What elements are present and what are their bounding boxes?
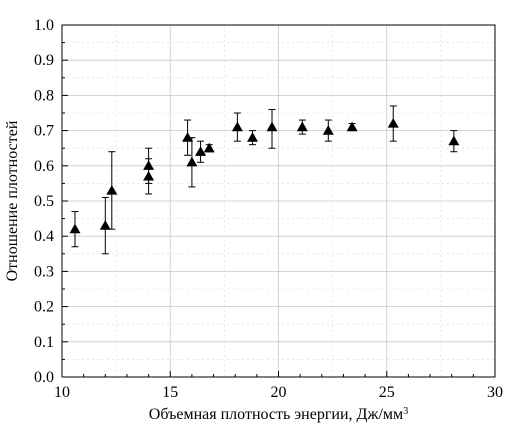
data-points <box>69 118 460 234</box>
y-tick-label: 0.4 <box>34 228 54 245</box>
y-tick-labels: 0.0 0.1 0.2 0.3 0.4 0.5 0.6 0.7 0.8 0.9 1.0 <box>34 17 54 386</box>
triangle-marker <box>195 146 207 156</box>
y-tick-label: 0.9 <box>34 52 54 69</box>
x-axis-label: Объемная плотность энергии, Дж/мм3 <box>149 406 408 424</box>
triangle-marker <box>69 223 81 234</box>
triangle-marker <box>448 135 460 146</box>
x-tick-label: 25 <box>379 384 395 401</box>
triangle-marker <box>346 121 358 132</box>
triangle-marker <box>186 156 198 167</box>
triangle-marker <box>106 184 118 195</box>
x-tick-label: 20 <box>271 384 287 401</box>
y-axis-label: Отношение плотностей <box>4 120 21 281</box>
x-axis-label-superscript: 3 <box>403 406 408 417</box>
x-tick-labels: 10 15 20 25 30 <box>54 384 503 401</box>
y-tick-label: 1.0 <box>34 17 54 34</box>
grid <box>62 25 495 377</box>
y-tick-label: 0.5 <box>34 193 54 210</box>
triangle-marker <box>247 132 259 142</box>
axis-ticks <box>61 24 496 378</box>
y-tick-label: 0.1 <box>34 334 54 351</box>
triangle-marker <box>322 125 334 135</box>
y-tick-label: 0.3 <box>34 263 54 280</box>
x-axis-label-text: Объемная плотность энергии, Дж/мм <box>149 406 403 423</box>
triangle-marker <box>203 142 215 153</box>
y-tick-label: 0.8 <box>34 87 54 104</box>
x-tick-label: 15 <box>162 384 178 401</box>
y-tick-label: 0.0 <box>34 369 54 386</box>
triangle-marker <box>266 121 278 132</box>
triangle-marker <box>231 121 243 132</box>
y-tick-label: 0.2 <box>34 299 54 316</box>
y-tick-label: 0.6 <box>34 158 54 175</box>
x-tick-label: 10 <box>54 384 70 401</box>
triangle-marker <box>99 220 111 230</box>
triangle-marker <box>387 118 399 128</box>
triangle-marker <box>182 132 194 142</box>
triangle-marker <box>143 160 155 170</box>
y-tick-label: 0.7 <box>34 123 54 140</box>
x-tick-label: 30 <box>487 384 503 401</box>
triangle-marker <box>296 121 308 132</box>
error-bars <box>71 105 458 255</box>
triangle-marker <box>143 170 155 181</box>
